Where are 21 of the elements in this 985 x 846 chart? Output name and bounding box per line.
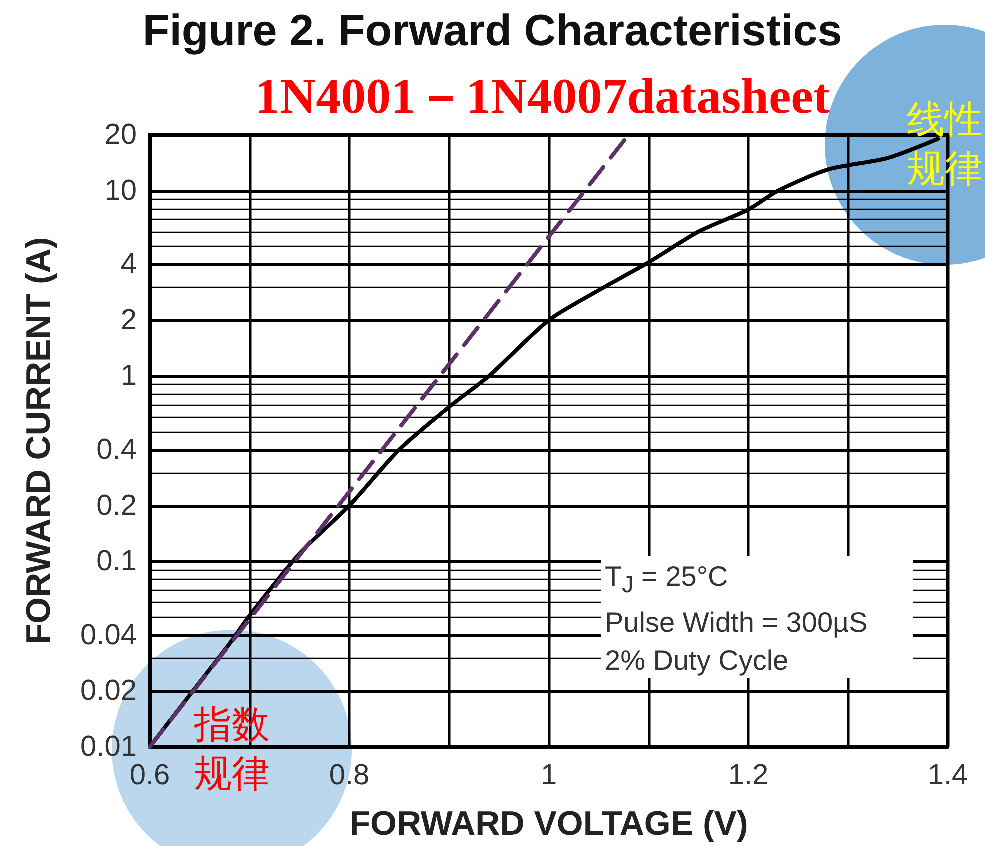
y-tick-label: 0.02 [80, 675, 137, 708]
y-tick-label: 1 [120, 360, 137, 392]
y-tick-label: 0.2 [96, 490, 137, 522]
x-tick-label: 1.4 [928, 760, 968, 792]
y-tick-label: 2 [120, 304, 137, 336]
y-axis-title: FORWARD CURRENT (A) [20, 237, 58, 645]
x-axis-title: FORWARD VOLTAGE (V) [350, 805, 748, 843]
y-tick-label: 10 [104, 174, 137, 207]
y-tick-label: 0.4 [96, 434, 137, 466]
annotation: Pulse Width = 300µS [605, 606, 868, 640]
x-tick-label: 0.8 [329, 760, 370, 792]
y-tick-label: 4 [120, 248, 137, 281]
chart-subtitle: 1N4001－1N4007datasheet [255, 68, 830, 124]
x-tick-label: 1.2 [728, 760, 769, 792]
y-tick-label: 0.04 [80, 619, 137, 652]
y-tick-label: 0.1 [96, 546, 137, 578]
annotation: 2% Duty Cycle [605, 644, 790, 678]
y-tick-label: 20 [104, 119, 137, 151]
x-tick-label: 1 [540, 760, 558, 792]
chart-title: Figure 2. Forward Characteristics [142, 6, 842, 56]
annotation: T$_{J}$ = 25°C [605, 560, 730, 600]
